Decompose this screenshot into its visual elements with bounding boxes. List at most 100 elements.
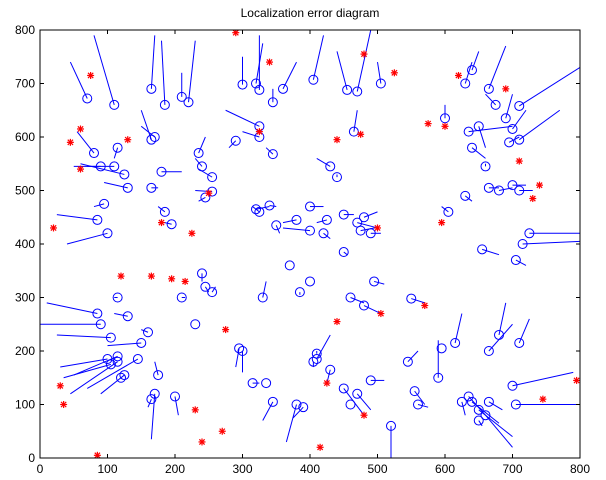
anchor-point <box>441 122 449 130</box>
estimate-point <box>483 182 494 193</box>
estimate-point <box>237 79 248 90</box>
anchor-point <box>502 85 510 93</box>
estimate-point <box>146 182 157 193</box>
estimate-point <box>480 410 491 421</box>
error-line <box>235 348 240 368</box>
estimate-point <box>338 209 349 220</box>
estimate-point <box>95 161 106 172</box>
error-line <box>316 157 331 167</box>
estimate-point <box>112 142 123 153</box>
error-line <box>80 163 125 175</box>
estimate-point <box>409 386 420 397</box>
error-line <box>292 406 304 419</box>
error-line <box>188 40 196 103</box>
error-line <box>485 93 496 106</box>
estimate-point <box>264 200 275 211</box>
x-tick-label: 800 <box>570 462 590 476</box>
y-tick-label: 0 <box>28 451 35 465</box>
estimate-point <box>338 247 349 258</box>
error-line <box>70 361 118 395</box>
error-line <box>198 136 206 154</box>
estimate-point <box>109 99 120 110</box>
estimate-point <box>483 83 494 94</box>
error-line <box>485 414 513 448</box>
anchor-point <box>573 376 580 384</box>
estimate-point <box>345 292 356 303</box>
anchor-point <box>424 120 432 128</box>
estimate-point <box>261 378 272 389</box>
error-line <box>262 401 274 421</box>
estimate-point <box>473 415 484 426</box>
anchor-point <box>147 272 155 280</box>
anchor-point <box>374 224 381 232</box>
error-line <box>471 51 480 71</box>
estimate-point <box>119 169 130 180</box>
estimate-point <box>190 319 201 330</box>
error-line <box>414 390 426 405</box>
error-line <box>104 181 128 189</box>
estimate-point <box>183 97 194 108</box>
anchor-point <box>360 411 368 419</box>
error-line <box>478 409 513 437</box>
y-tick-label: 100 <box>15 398 35 412</box>
estimate-point <box>257 292 268 303</box>
anchor-point <box>421 302 429 310</box>
error-line <box>255 206 270 210</box>
estimate-point <box>305 276 315 287</box>
anchor-point <box>198 438 206 446</box>
error-line <box>141 329 149 333</box>
estimate-point <box>443 206 454 217</box>
error-line <box>282 219 297 224</box>
x-tick-label: 0 <box>37 462 44 476</box>
x-tick-label: 500 <box>367 462 387 476</box>
error-line <box>360 227 375 232</box>
chart-title: Localization error diagram <box>241 6 380 20</box>
estimate-point <box>230 135 241 146</box>
anchor-point <box>77 125 84 133</box>
error-line <box>512 371 574 387</box>
error-line <box>336 51 348 91</box>
error-line <box>225 109 260 127</box>
estimate-point <box>406 293 417 304</box>
anchor-point <box>60 401 68 408</box>
estimate-point <box>477 244 488 255</box>
error-line <box>373 280 385 285</box>
error-line <box>478 126 486 148</box>
anchor-point <box>357 130 365 138</box>
anchor-point <box>124 136 132 144</box>
y-tick-label: 600 <box>15 130 35 144</box>
error-line <box>269 204 277 208</box>
estimate-point <box>159 206 170 217</box>
y-tick-label: 200 <box>15 344 35 358</box>
estimate-point <box>298 402 309 413</box>
error-line <box>107 342 142 347</box>
estimate-point <box>352 86 363 97</box>
error-line <box>113 147 119 159</box>
error-line <box>471 147 486 159</box>
estimate-point <box>149 132 160 142</box>
estimate-point <box>467 65 477 76</box>
error-line <box>312 35 324 80</box>
error-line <box>508 136 520 143</box>
estimate-point <box>99 198 110 209</box>
estimate-point <box>102 354 113 365</box>
estimate-point <box>112 351 123 362</box>
estimate-point <box>116 372 126 383</box>
data-marks <box>40 30 580 458</box>
estimate-point <box>92 214 103 225</box>
error-line <box>86 358 139 389</box>
error-line <box>150 35 156 89</box>
anchor-point <box>539 395 547 403</box>
estimate-point <box>402 356 413 367</box>
estimate-point <box>308 74 319 85</box>
estimate-point <box>321 214 332 225</box>
error-line <box>522 240 580 245</box>
error-line <box>154 361 159 376</box>
x-tick-label: 200 <box>165 462 185 476</box>
estimate-point <box>132 354 143 365</box>
x-tick-label: 100 <box>97 462 117 476</box>
error-line <box>515 259 527 266</box>
error-line <box>498 302 507 336</box>
